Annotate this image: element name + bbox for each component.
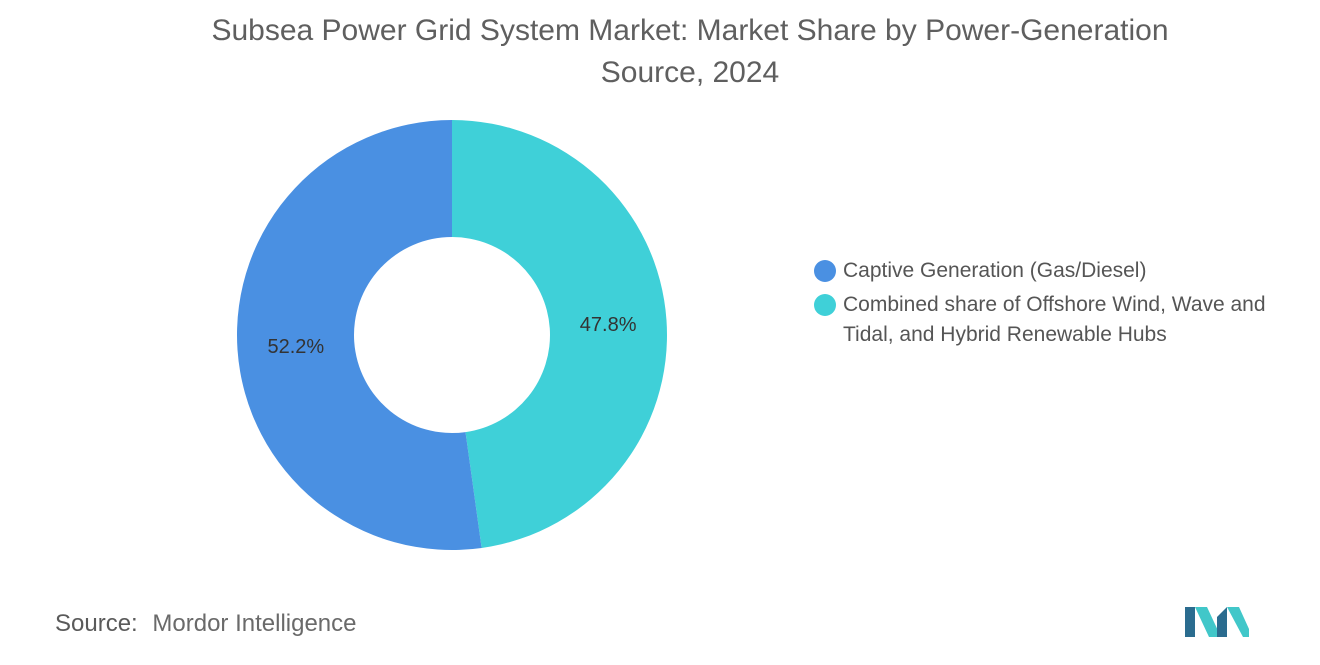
legend-label-combined-renewables: Combined share of Offshore Wind, Wave an… [843, 293, 1266, 346]
source-note: Source: Mordor Intelligence [55, 610, 357, 638]
chart-title: Subsea Power Grid System Market: Market … [211, 14, 1169, 89]
data-label-combined-renewables: 47.8% [580, 314, 637, 336]
data-label-captive-generation: 52.2% [268, 336, 325, 358]
slice-combined-renewables [452, 120, 667, 548]
legend-item-combined-renewables: Combined share of Offshore Wind, Wave an… [814, 290, 1314, 350]
logo-mark-diag-1 [1195, 607, 1221, 637]
mordor-intelligence-logo [1185, 607, 1249, 637]
legend-swatch-combined-renewables [814, 294, 836, 316]
legend-label-captive-generation: Captive Generation (Gas/Diesel) [843, 259, 1147, 282]
slice-captive-generation [236, 120, 482, 550]
source-key: Source: [55, 610, 138, 637]
legend-item-captive-generation: Captive Generation (Gas/Diesel) [814, 256, 1314, 286]
source-value: Mordor Intelligence [152, 610, 357, 637]
legend-swatch-captive-generation [814, 260, 836, 282]
logo-mark-left [1185, 607, 1195, 637]
logo-mark-middle [1217, 607, 1227, 637]
chart-legend: Captive Generation (Gas/Diesel) Combined… [814, 256, 1314, 354]
logo-mark-diag-2 [1227, 607, 1249, 637]
